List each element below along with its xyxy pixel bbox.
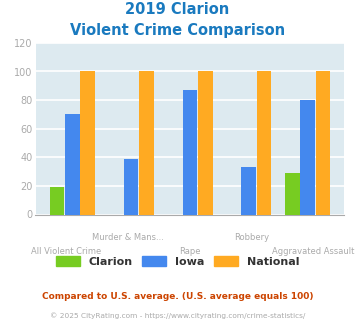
Bar bbox=[198, 72, 213, 214]
Bar bbox=[241, 167, 256, 214]
Text: All Violent Crime: All Violent Crime bbox=[31, 248, 102, 256]
Bar bbox=[139, 72, 154, 214]
Text: Violent Crime Comparison: Violent Crime Comparison bbox=[70, 23, 285, 38]
Bar bbox=[300, 100, 315, 214]
Bar bbox=[316, 72, 330, 214]
Bar bbox=[124, 159, 138, 214]
Bar bbox=[257, 72, 272, 214]
Bar bbox=[182, 90, 197, 214]
Bar bbox=[285, 173, 300, 214]
Text: Robbery: Robbery bbox=[234, 233, 269, 242]
Legend: Clarion, Iowa, National: Clarion, Iowa, National bbox=[56, 255, 299, 267]
Text: 2019 Clarion: 2019 Clarion bbox=[125, 2, 230, 16]
Text: Compared to U.S. average. (U.S. average equals 100): Compared to U.S. average. (U.S. average … bbox=[42, 292, 313, 301]
Text: Rape: Rape bbox=[179, 248, 201, 256]
Bar bbox=[50, 187, 64, 214]
Text: © 2025 CityRating.com - https://www.cityrating.com/crime-statistics/: © 2025 CityRating.com - https://www.city… bbox=[50, 312, 305, 318]
Bar bbox=[65, 115, 80, 214]
Text: Murder & Mans...: Murder & Mans... bbox=[92, 233, 164, 242]
Bar bbox=[80, 72, 95, 214]
Text: Aggravated Assault: Aggravated Assault bbox=[272, 248, 355, 256]
